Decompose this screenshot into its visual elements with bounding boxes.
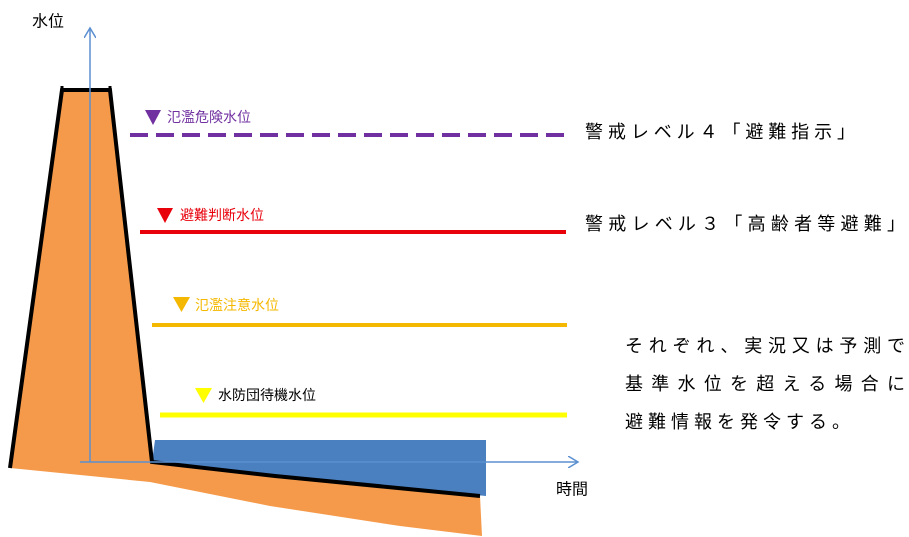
level-label: 避難判断水位 [180, 208, 264, 224]
y-axis-label: 水位 [32, 12, 64, 31]
warning-label: 警戒レベル４「避難指示」 [585, 122, 855, 143]
level-marker [157, 208, 173, 223]
note-line: 基準水位を超える場合に [625, 374, 905, 395]
level-marker [145, 110, 161, 125]
x-axis-label: 時間 [556, 480, 588, 499]
level-marker [173, 297, 190, 312]
warning-label: 警戒レベル３「高齢者等避難」 [585, 214, 905, 235]
level-label: 氾濫危険水位 [167, 110, 251, 126]
level-label: 氾濫注意水位 [195, 297, 279, 314]
level-marker [195, 388, 212, 403]
level-label: 水防団待機水位 [218, 388, 316, 404]
note-line: それぞれ、実況又は予測で [625, 336, 905, 357]
diagram: 水位 時間 氾濫危険水位 警戒レベル４「避難指示」 避難判断水位 警戒レベル３「… [0, 0, 909, 537]
note-line: 避難情報を発令する。 [625, 412, 850, 433]
